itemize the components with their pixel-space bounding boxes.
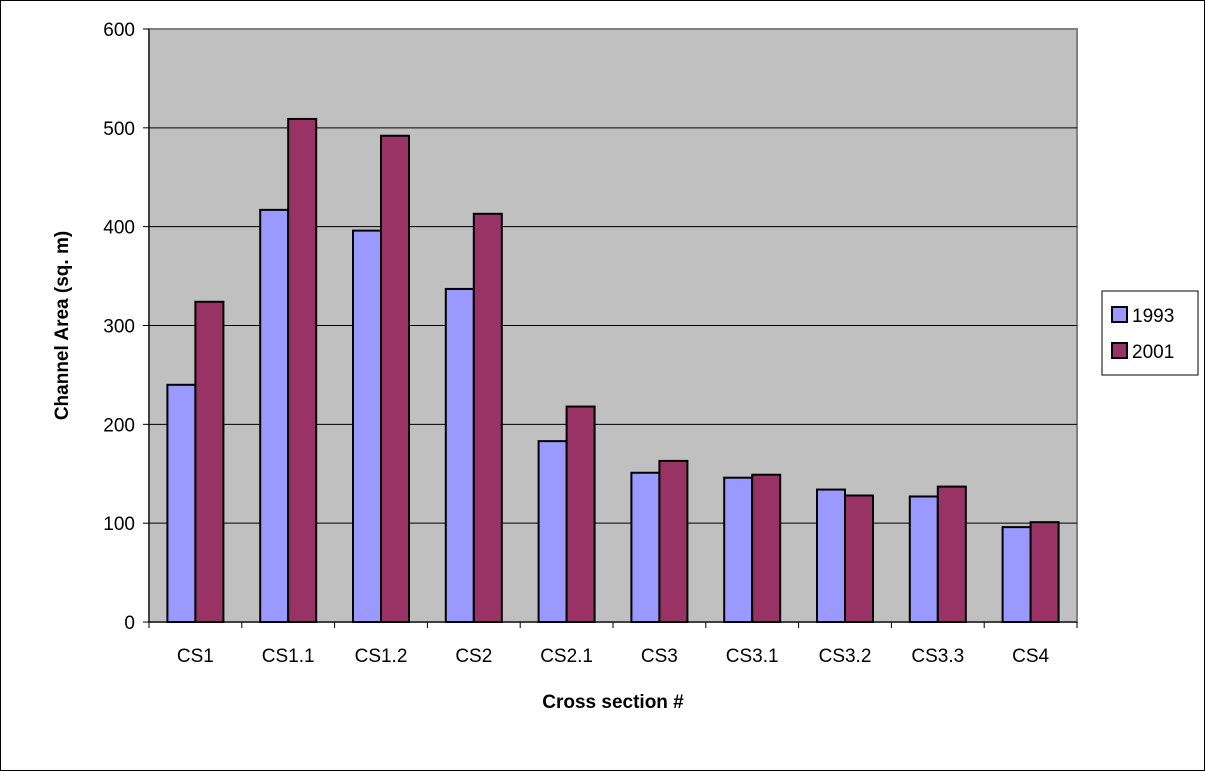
bar-2001-cs3: [658, 459, 689, 623]
x-tick-label: CS1.2: [355, 646, 408, 667]
x-tick-label: CS3.1: [726, 646, 779, 667]
bar-2001-cs2-1: [565, 405, 596, 623]
y-tick-label: 600: [103, 20, 135, 41]
bar-1993-cs3-1: [723, 476, 754, 623]
legend: [1101, 290, 1199, 376]
y-tick-label: 400: [103, 218, 135, 239]
bar-2001-cs3-3: [936, 485, 967, 623]
x-tick-label: CS2.1: [540, 646, 593, 667]
y-tick-label: 200: [103, 415, 135, 436]
bar-1993-cs3-2: [816, 488, 846, 623]
x-tick-label: CS4: [1012, 646, 1049, 667]
x-tick-label: CS2: [455, 646, 492, 667]
bar-2001-cs2: [472, 212, 503, 623]
bar-2001-cs3-2: [844, 494, 874, 624]
x-tick-label: CS3: [641, 646, 678, 667]
legend-swatch: [1111, 306, 1128, 323]
y-tick-label: 500: [103, 119, 135, 140]
x-axis-title: Cross section #: [542, 692, 684, 713]
legend-label: 2001: [1132, 342, 1174, 363]
y-axis-title: Channel Area (sq. m): [52, 231, 73, 420]
bar-1993-cs2-1: [537, 440, 568, 624]
x-tick-label: CS3.2: [819, 646, 872, 667]
bar-2001-cs1: [194, 300, 225, 623]
bar-2001-cs1-1: [287, 117, 318, 624]
legend-swatch: [1111, 342, 1128, 359]
legend-label: 1993: [1132, 306, 1174, 327]
x-tick-label: CS1.1: [262, 646, 315, 667]
y-tick-label: 0: [124, 613, 135, 634]
y-tick-label: 300: [103, 317, 135, 338]
bar-1993-cs1-1: [259, 208, 290, 624]
x-tick-label: CS3.3: [911, 646, 964, 667]
bar-2001-cs4: [1029, 521, 1060, 624]
y-tick-label: 100: [103, 514, 135, 535]
bar-2001-cs1-2: [380, 134, 410, 624]
bar-1993-cs1: [166, 383, 197, 623]
bar-1993-cs4: [1001, 526, 1032, 623]
x-tick-label: CS1: [177, 646, 214, 667]
bar-1993-cs3-3: [908, 495, 939, 623]
bar-1993-cs2: [444, 287, 475, 623]
bar-1993-cs3: [630, 471, 661, 623]
bar-2001-cs3-1: [751, 473, 782, 624]
bar-1993-cs1-2: [352, 229, 382, 623]
